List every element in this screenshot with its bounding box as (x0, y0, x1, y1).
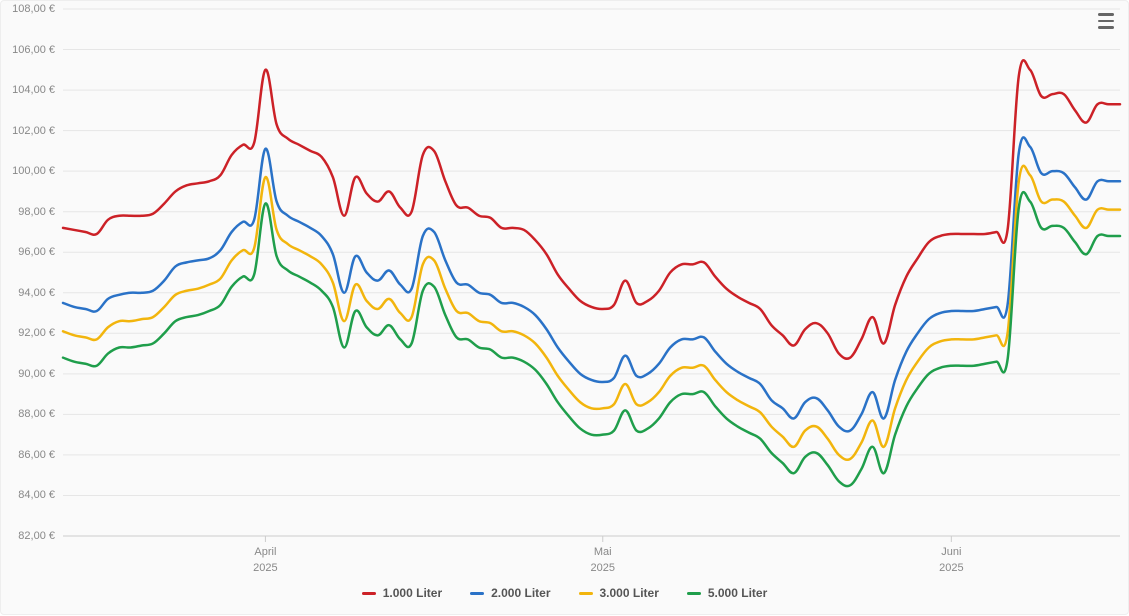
legend-item-s1000[interactable]: 1.000 Liter (362, 586, 442, 600)
y-tick-label: 104,00 € (1, 84, 55, 96)
x-tick-label: Juni (941, 546, 961, 558)
y-tick-label: 88,00 € (1, 408, 55, 420)
y-tick-label: 106,00 € (1, 44, 55, 56)
legend-item-s2000[interactable]: 2.000 Liter (470, 586, 550, 600)
series-line-s2000[interactable] (63, 137, 1120, 431)
legend-swatch (687, 592, 701, 596)
y-tick-label: 90,00 € (1, 368, 55, 380)
x-tick-label: April (254, 546, 276, 558)
y-tick-label: 100,00 € (1, 165, 55, 177)
legend-swatch (362, 592, 376, 596)
y-tick-label: 108,00 € (1, 3, 55, 15)
legend-item-s5000[interactable]: 5.000 Liter (687, 586, 767, 600)
legend-swatch (470, 592, 484, 596)
chart-plot-area (1, 1, 1129, 616)
chart-legend: 1.000 Liter 2.000 Liter 3.000 Liter 5.000 L… (1, 584, 1128, 600)
y-tick-label: 82,00 € (1, 530, 55, 542)
legend-label: 3.000 Liter (600, 586, 659, 600)
y-tick-label: 86,00 € (1, 449, 55, 461)
legend-swatch (579, 592, 593, 596)
price-chart: 82,00 € 84,00 € 86,00 € 88,00 € 90,00 € 92,00… (0, 0, 1129, 615)
legend-item-s3000[interactable]: 3.000 Liter (579, 586, 659, 600)
y-tick-label: 98,00 € (1, 206, 55, 218)
x-tick-sublabel: 2025 (939, 562, 963, 574)
y-tick-label: 96,00 € (1, 246, 55, 258)
y-tick-label: 102,00 € (1, 125, 55, 137)
x-tick-label: Mai (594, 546, 612, 558)
x-tick-sublabel: 2025 (590, 562, 614, 574)
legend-label: 1.000 Liter (383, 586, 442, 600)
x-tick-sublabel: 2025 (253, 562, 277, 574)
legend-label: 5.000 Liter (708, 586, 767, 600)
legend-label: 2.000 Liter (491, 586, 550, 600)
y-tick-label: 84,00 € (1, 489, 55, 501)
series-line-s1000[interactable] (63, 60, 1120, 358)
y-tick-label: 92,00 € (1, 327, 55, 339)
y-tick-label: 94,00 € (1, 287, 55, 299)
series-line-s3000[interactable] (63, 166, 1120, 460)
